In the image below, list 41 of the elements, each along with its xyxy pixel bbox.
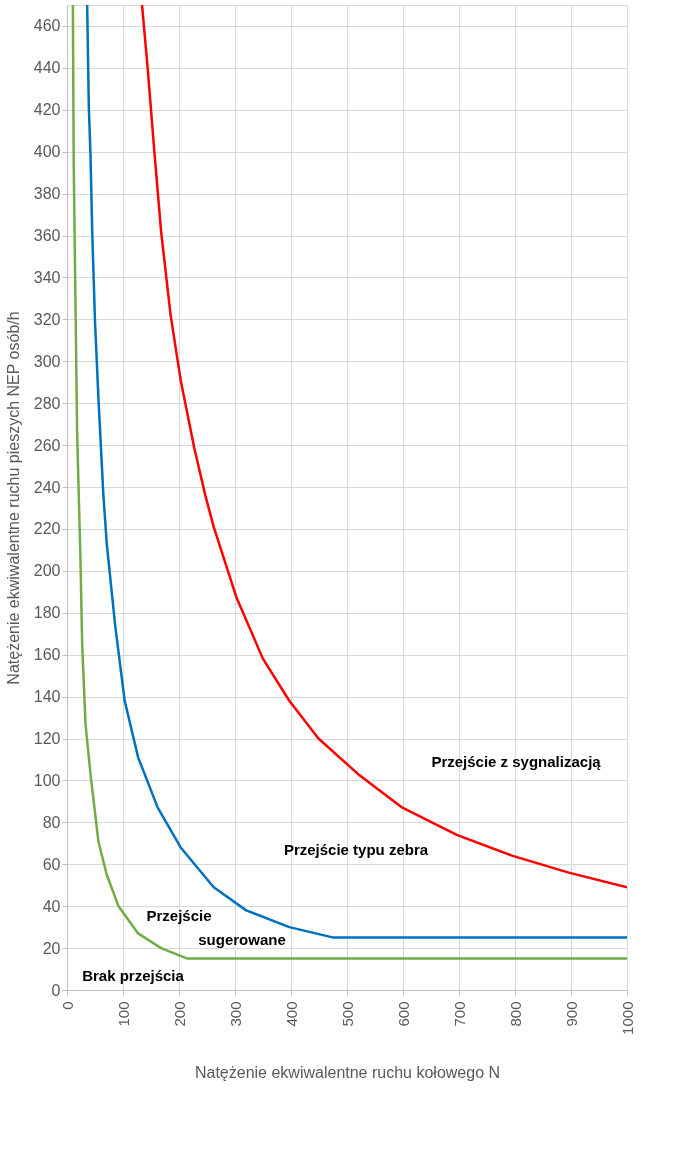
x-tick-label: 500 <box>338 1001 356 1027</box>
y-tick-label: 20 <box>42 939 61 957</box>
x-tick-label: 400 <box>282 1001 300 1027</box>
y-tick-label: 220 <box>33 520 61 538</box>
x-tick-label: 0 <box>58 1001 76 1010</box>
y-tick-label: 320 <box>33 310 61 328</box>
y-tick-label: 460 <box>33 17 61 35</box>
y-tick-label: 80 <box>42 813 61 831</box>
x-tick-label: 700 <box>450 1001 468 1027</box>
y-tick-label: 280 <box>33 394 61 412</box>
x-tick-label: 900 <box>562 1001 580 1027</box>
y-tick-label: 380 <box>33 185 61 203</box>
x-tick-label: 200 <box>170 1001 188 1027</box>
x-tick-label: 600 <box>394 1001 412 1027</box>
x-tick-label: 800 <box>506 1001 524 1027</box>
y-tick-label: 360 <box>33 227 61 245</box>
y-tick-label: 160 <box>33 646 61 664</box>
annotation: Przejście typu zebra <box>283 841 429 858</box>
y-tick-label: 240 <box>33 478 61 496</box>
y-axis-title: Natężenie ekwiwalentne ruchu pieszych NEP osób/h <box>4 311 22 685</box>
y-tick-label: 440 <box>33 59 61 77</box>
y-tick-label: 200 <box>33 562 61 580</box>
x-axis-title: Natężenie ekwiwalentne ruchu kołowego N <box>194 1063 501 1081</box>
y-tick-label: 120 <box>33 730 61 748</box>
y-tick-label: 300 <box>33 352 61 370</box>
x-tick-label: 100 <box>114 1001 132 1027</box>
annotation: Przejście z sygnalizacją <box>431 753 602 770</box>
y-tick-label: 40 <box>42 897 61 915</box>
y-tick-label: 260 <box>33 436 61 454</box>
y-tick-label: 420 <box>33 101 61 119</box>
y-tick-label: 340 <box>33 268 61 286</box>
y-tick-label: 180 <box>33 604 61 622</box>
y-tick-label: 100 <box>33 771 61 789</box>
y-tick-label: 140 <box>33 688 61 706</box>
annotation: Przejście sugerowane <box>146 907 286 948</box>
y-tick-label: 60 <box>42 855 61 873</box>
y-tick-label: 400 <box>33 143 61 161</box>
annotation: Brak przejścia <box>82 967 185 984</box>
y-tick-label: 0 <box>51 981 61 999</box>
x-tick-label: 1000 <box>618 1001 636 1035</box>
x-tick-label: 300 <box>226 1001 244 1027</box>
